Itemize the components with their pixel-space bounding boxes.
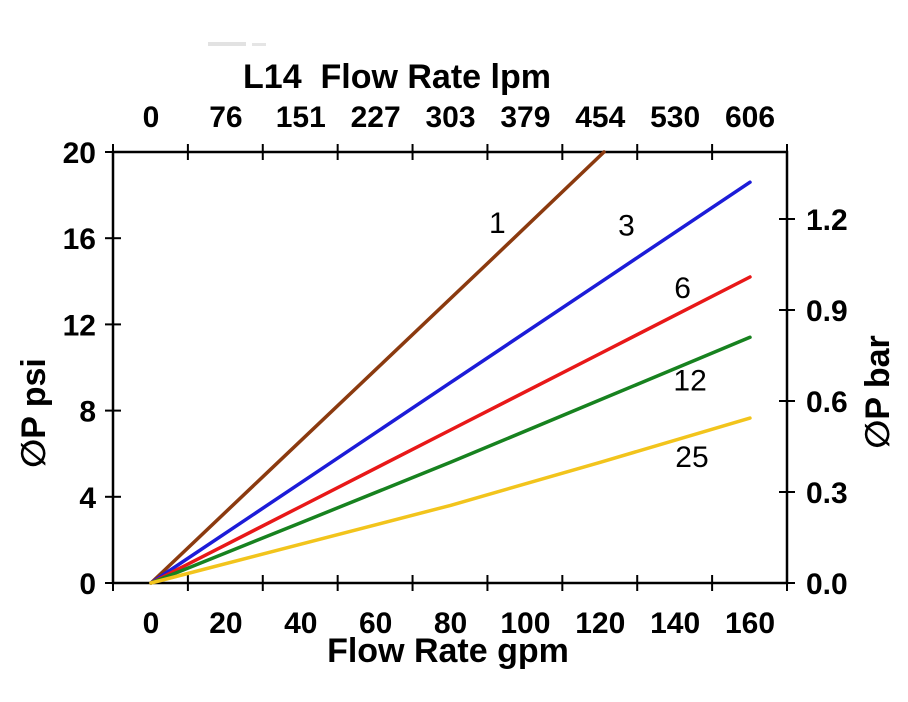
left-tick-label: 12	[63, 309, 96, 342]
right-axis-title: ∅P bar	[859, 335, 897, 449]
curve-label-1: 1	[489, 207, 506, 240]
top-tick-label: 76	[209, 101, 242, 134]
bottom-tick-label: 0	[143, 607, 160, 640]
right-tick-label: 0.6	[806, 386, 848, 419]
right-tick-label: 0.0	[806, 568, 848, 601]
curve-3	[149, 180, 752, 585]
top-tick-label: 303	[425, 101, 475, 134]
bottom-tick-label: 140	[650, 607, 700, 640]
scan-artifact-smudge	[208, 42, 266, 46]
top-tick-label: 0	[143, 101, 160, 134]
left-axis-tick-labels: 20 16 12 8 4 0	[63, 137, 97, 601]
left-tick-label: 20	[63, 137, 96, 170]
curves	[149, 150, 752, 585]
curve-6	[149, 275, 752, 585]
bottom-tick-label: 60	[359, 607, 392, 640]
plot-border	[111, 150, 789, 585]
bottom-tick-label: 20	[209, 607, 242, 640]
bottom-tick-label: 120	[575, 607, 625, 640]
curve-1	[149, 150, 606, 585]
top-tick-label: 530	[650, 101, 700, 134]
bottom-axis-title: Flow Rate gpm	[327, 632, 569, 670]
top-axis-title: L14 Flow Rate lpm	[243, 58, 551, 96]
axis-ticks	[105, 144, 795, 591]
top-axis-tick-labels: 0 76 151 227 303 379 454 530 606	[143, 101, 775, 134]
curve-label-3: 3	[618, 209, 635, 242]
left-tick-label: 0	[79, 568, 96, 601]
left-axis-title: ∅P psi	[15, 358, 53, 468]
bottom-tick-label: 80	[434, 607, 467, 640]
right-tick-label: 1.2	[806, 204, 848, 237]
right-axis-tick-labels: 1.2 0.9 0.6 0.3 0.0	[806, 204, 848, 601]
left-tick-label: 16	[63, 223, 96, 256]
top-tick-label: 227	[351, 101, 401, 134]
top-tick-label: 454	[575, 101, 625, 134]
top-tick-label: 606	[725, 101, 775, 134]
bottom-tick-label: 40	[284, 607, 317, 640]
curve-25	[149, 416, 752, 585]
curve-12	[149, 335, 752, 585]
bottom-tick-label: 100	[500, 607, 550, 640]
top-tick-label: 379	[500, 101, 550, 134]
curve-label-6: 6	[674, 272, 691, 305]
left-tick-label: 4	[79, 482, 96, 515]
left-tick-label: 8	[79, 396, 96, 429]
right-tick-label: 0.3	[806, 477, 848, 510]
right-tick-label: 0.9	[806, 295, 848, 328]
bottom-axis-tick-labels: 0 20 40 60 80 100 120 140 160	[143, 607, 775, 640]
curve-label-12: 12	[673, 364, 706, 397]
bottom-tick-label: 160	[725, 607, 775, 640]
curve-labels: 1 3 6 12 25	[489, 207, 709, 474]
curve-label-25: 25	[675, 441, 708, 474]
top-tick-label: 151	[276, 101, 326, 134]
